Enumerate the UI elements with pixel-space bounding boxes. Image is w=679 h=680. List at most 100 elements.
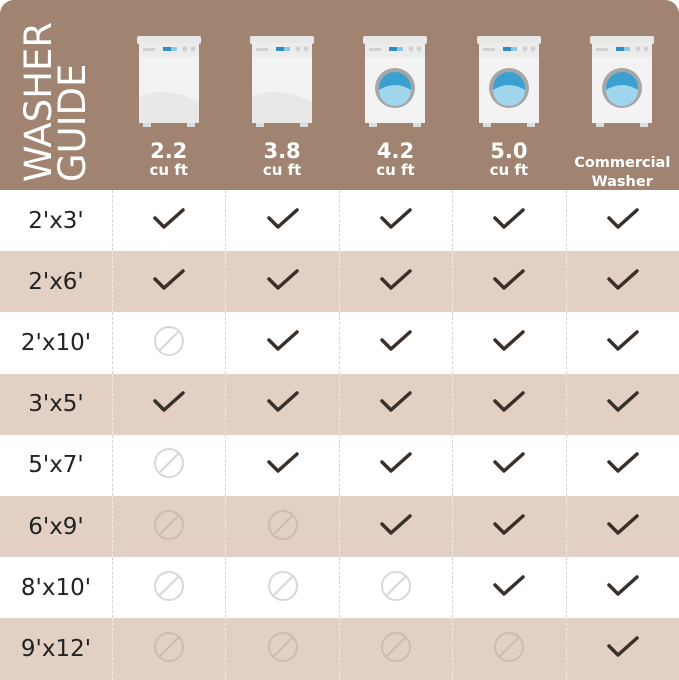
- fit-cell: [112, 495, 225, 558]
- check-icon: [380, 513, 412, 541]
- table-row: 2'x3': [0, 190, 679, 252]
- fit-cell: [225, 373, 338, 435]
- fit-cell: [452, 495, 565, 558]
- capacity-unit: cu ft: [489, 161, 529, 179]
- check-icon: [607, 451, 639, 479]
- fit-cell: [225, 618, 338, 680]
- table-row: 8'x10': [0, 557, 679, 619]
- rug-size: 2'x6': [28, 268, 84, 295]
- fit-cell: [565, 373, 679, 435]
- check-icon: [493, 513, 526, 541]
- front-load-washer-icon: [590, 0, 655, 132]
- rug-size: 6'x9': [28, 513, 84, 540]
- check-icon: [607, 390, 639, 418]
- fit-cell: [338, 557, 452, 619]
- capacity-label: 5.0 cu ft: [490, 140, 529, 179]
- fit-cell: [565, 495, 679, 558]
- check-icon: [380, 329, 412, 357]
- fit-cell: [112, 618, 225, 680]
- not-allowed-icon: [493, 631, 525, 667]
- not-allowed-icon: [380, 631, 412, 667]
- fit-cell: [452, 557, 565, 619]
- fit-cell: [565, 557, 679, 619]
- top-load-washer-icon: [136, 0, 201, 132]
- check-icon: [493, 329, 526, 357]
- not-allowed-icon: [153, 509, 185, 545]
- capacity-value: 2.2: [150, 139, 188, 163]
- table-row: 2'x10': [0, 312, 679, 374]
- fit-cell: [225, 495, 338, 558]
- fit-cell: [452, 312, 565, 374]
- check-icon: [153, 207, 185, 235]
- check-icon: [153, 268, 185, 296]
- check-icon: [493, 574, 526, 602]
- fit-cell: [225, 557, 338, 619]
- check-icon: [266, 329, 299, 357]
- not-allowed-icon: [153, 325, 185, 361]
- capacity-value: 3.8: [263, 139, 301, 163]
- fit-cell: [452, 190, 565, 252]
- fit-cell: [565, 251, 679, 313]
- not-allowed-icon: [153, 447, 185, 483]
- fit-cell: [225, 190, 338, 252]
- check-icon: [607, 635, 639, 663]
- capacity-unit: cu ft: [149, 161, 188, 179]
- fit-cell: [565, 190, 679, 252]
- fit-cell: [565, 312, 679, 374]
- size-table: 2'x3' 2'x6' 2'x10' 3'x5' 5'x7' 6'x9' 8'x10' 9'x…: [0, 190, 679, 680]
- fit-cell: [565, 434, 679, 496]
- check-icon: [380, 451, 412, 479]
- check-icon: [266, 451, 299, 479]
- check-icon: [607, 574, 639, 602]
- check-icon: [493, 268, 526, 296]
- not-allowed-icon: [267, 509, 299, 545]
- check-icon: [607, 513, 639, 541]
- column-header: 2.2 cu ft: [112, 0, 225, 190]
- table-row: 3'x5': [0, 373, 679, 435]
- table-row: 5'x7': [0, 434, 679, 496]
- check-icon: [153, 390, 185, 418]
- fit-cell: [112, 557, 225, 619]
- column-header: Commercial Washer: [566, 0, 679, 190]
- capacity-label: 3.8 cu ft: [263, 140, 302, 179]
- check-icon: [493, 390, 526, 418]
- front-load-washer-icon: [476, 0, 541, 132]
- column-header: 5.0 cu ft: [452, 0, 565, 190]
- fit-cell: [112, 251, 225, 313]
- rug-size: 8'x10': [20, 574, 92, 601]
- capacity-label: 4.2 cu ft: [376, 140, 415, 179]
- check-icon: [266, 390, 299, 418]
- check-icon: [266, 268, 299, 296]
- not-allowed-icon: [267, 631, 299, 667]
- rug-size: 2'x3': [28, 207, 84, 234]
- check-icon: [493, 451, 526, 479]
- fit-cell: [338, 190, 452, 252]
- capacity-unit: cu ft: [376, 161, 415, 179]
- check-icon: [607, 329, 639, 357]
- capacity-value: 4.2: [376, 139, 415, 163]
- column-header: 3.8 cu ft: [225, 0, 338, 190]
- table-row: 2'x6': [0, 251, 679, 313]
- check-icon: [380, 390, 412, 418]
- check-icon: [607, 207, 639, 235]
- table-row: 6'x9': [0, 495, 679, 558]
- fit-cell: [225, 434, 338, 496]
- capacity-unit: Washer: [591, 174, 653, 190]
- fit-cell: [452, 618, 565, 680]
- title-block: WASHER GUIDE: [0, 0, 112, 190]
- fit-cell: [338, 495, 452, 558]
- fit-cell: [338, 618, 452, 680]
- fit-cell: [452, 434, 565, 496]
- fit-cell: [452, 251, 565, 313]
- check-icon: [266, 207, 299, 235]
- rug-size: 5'x7': [28, 452, 84, 479]
- rug-size: 9'x12': [20, 635, 92, 662]
- title: WASHER GUIDE: [17, 22, 94, 183]
- fit-cell: [112, 434, 225, 496]
- not-allowed-icon: [267, 570, 299, 606]
- fit-cell: [565, 618, 679, 680]
- title-line-2: GUIDE: [51, 63, 94, 183]
- rug-size: 2'x10': [20, 329, 92, 356]
- capacity-unit: cu ft: [262, 161, 302, 179]
